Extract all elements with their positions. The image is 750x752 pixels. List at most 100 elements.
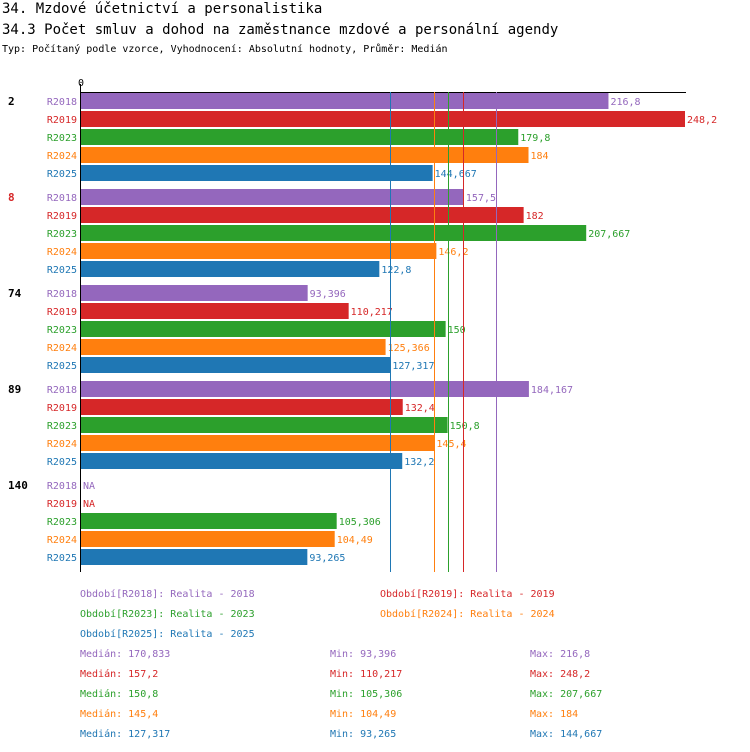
data-label-g74-r2024: 125,366 <box>388 343 430 354</box>
series-label-r2019: R2019 <box>47 499 77 510</box>
stat-median-r2019: Medián: 157,2 <box>80 669 159 680</box>
bar-g74-r2018 <box>81 285 308 301</box>
series-label-r2023: R2023 <box>47 133 77 144</box>
data-label-g89-r2018: 184,167 <box>531 385 573 396</box>
bar-chart: 0 2 R2018 216,8 R2019 248,2 R2023 179,8 R2024 184… <box>8 78 717 572</box>
series-label-r2019: R2019 <box>47 115 77 126</box>
stat-median-r2023: Medián: 150,8 <box>80 689 159 700</box>
data-label-g2-r2024: 184 <box>531 151 549 162</box>
series-label-r2023: R2023 <box>47 421 77 432</box>
data-label-g74-r2025: 127,317 <box>392 361 434 372</box>
data-label-g8-r2025: 122,8 <box>381 265 411 276</box>
data-label-g74-r2019: 110,217 <box>351 307 393 318</box>
stat-max-r2023: Max: 207,667 <box>530 689 603 700</box>
data-label-g89-r2019: 132,4 <box>405 403 435 414</box>
data-label-g8-r2019: 182 <box>526 211 544 222</box>
series-label-r2024: R2024 <box>47 439 77 450</box>
bar-g89-r2023 <box>81 417 448 433</box>
legend-period-r2019: Období[R2019]: Realita - 2019 <box>380 589 555 600</box>
series-label-r2023: R2023 <box>47 325 77 336</box>
series-label-r2025: R2025 <box>47 457 77 468</box>
stat-min-r2024: Min: 104,49 <box>330 709 397 720</box>
data-label-g2-r2025: 144,667 <box>435 169 477 180</box>
series-label-r2024: R2024 <box>47 343 77 354</box>
bar-g74-r2019 <box>81 303 349 319</box>
legend-period-r2023: Období[R2023]: Realita - 2023 <box>80 609 255 620</box>
bar-g8-r2023 <box>81 225 587 241</box>
series-label-r2023: R2023 <box>47 517 77 528</box>
series-label-r2018: R2018 <box>47 97 77 108</box>
bar-g2-r2018 <box>81 93 609 109</box>
data-label-g2-r2019: 248,2 <box>687 115 717 126</box>
group-label-2: 2 <box>8 95 15 108</box>
bar-g2-r2024 <box>81 147 529 163</box>
bar-g140-r2023 <box>81 513 337 529</box>
data-label-g140-r2019: NA <box>83 499 95 510</box>
group-label-74: 74 <box>8 287 22 300</box>
bar-g8-r2019 <box>81 207 524 223</box>
series-label-r2024: R2024 <box>47 535 77 546</box>
stat-median-r2018: Medián: 170,833 <box>80 649 171 660</box>
series-label-r2019: R2019 <box>47 403 77 414</box>
data-label-g8-r2024: 146,2 <box>438 247 468 258</box>
bar-g89-r2024 <box>81 435 435 451</box>
series-label-r2024: R2024 <box>47 151 77 162</box>
group-label-8: 8 <box>8 191 15 204</box>
data-label-g89-r2023: 150,8 <box>450 421 480 432</box>
stat-min-r2018: Min: 93,396 <box>330 649 397 660</box>
bar-g2-r2023 <box>81 129 519 145</box>
stat-min-r2019: Min: 110,217 <box>330 669 403 680</box>
data-label-g74-r2023: 150 <box>448 325 466 336</box>
group-label-140: 140 <box>8 479 28 492</box>
bar-g8-r2018 <box>81 189 464 205</box>
x-axis-tick-label: 0 <box>78 78 84 89</box>
series-label-r2025: R2025 <box>47 169 77 180</box>
bar-g8-r2024 <box>81 243 437 259</box>
series-label-r2025: R2025 <box>47 361 77 372</box>
bar-g89-r2019 <box>81 399 403 415</box>
legend-period-r2025: Období[R2025]: Realita - 2025 <box>80 629 255 640</box>
stat-max-r2018: Max: 216,8 <box>530 649 591 660</box>
series-label-r2023: R2023 <box>47 229 77 240</box>
series-label-r2018: R2018 <box>47 481 77 492</box>
chart-subtitle: 34.3 Počet smluv a dohod na zaměstnance … <box>2 22 559 38</box>
data-label-g8-r2018: 157,5 <box>466 193 496 204</box>
data-label-g2-r2018: 216,8 <box>610 97 640 108</box>
stat-min-r2025: Min: 93,265 <box>330 729 397 740</box>
stat-min-r2023: Min: 105,306 <box>330 689 403 700</box>
bar-g74-r2024 <box>81 339 386 355</box>
series-label-r2019: R2019 <box>47 307 77 318</box>
bar-g74-r2025 <box>81 357 391 373</box>
legend-period-r2024: Období[R2024]: Realita - 2024 <box>380 609 555 620</box>
stat-max-r2025: Max: 144,667 <box>530 729 603 740</box>
series-label-r2018: R2018 <box>47 385 77 396</box>
data-label-g140-r2023: 105,306 <box>339 517 381 528</box>
bar-g140-r2025 <box>81 549 308 565</box>
data-label-g8-r2023: 207,667 <box>588 229 630 240</box>
bar-g74-r2023 <box>81 321 446 337</box>
series-label-r2024: R2024 <box>47 247 77 258</box>
data-label-g89-r2024: 145,4 <box>436 439 466 450</box>
chart-type-line: Typ: Počítaný podle vzorce, Vyhodnocení:… <box>2 44 448 55</box>
group-label-89: 89 <box>8 383 21 396</box>
bar-g89-r2025 <box>81 453 403 469</box>
bar-g2-r2019 <box>81 111 685 127</box>
bar-g8-r2025 <box>81 261 380 277</box>
data-label-g140-r2018: NA <box>83 481 95 492</box>
legend-period-r2018: Období[R2018]: Realita - 2018 <box>80 589 255 600</box>
data-label-g89-r2025: 132,2 <box>404 457 434 468</box>
data-label-g140-r2024: 104,49 <box>337 535 373 546</box>
series-label-r2019: R2019 <box>47 211 77 222</box>
series-label-r2025: R2025 <box>47 553 77 564</box>
series-label-r2025: R2025 <box>47 265 77 276</box>
bar-g140-r2024 <box>81 531 335 547</box>
bar-g89-r2018 <box>81 381 529 397</box>
bar-g2-r2025 <box>81 165 433 181</box>
data-label-g2-r2023: 179,8 <box>520 133 550 144</box>
series-label-r2018: R2018 <box>47 289 77 300</box>
data-label-g74-r2018: 93,396 <box>310 289 346 300</box>
page-title: 34. Mzdové účetnictví a personalistika <box>2 1 323 17</box>
stat-median-r2024: Medián: 145,4 <box>80 709 159 720</box>
data-label-g140-r2025: 93,265 <box>309 553 345 564</box>
series-label-r2018: R2018 <box>47 193 77 204</box>
